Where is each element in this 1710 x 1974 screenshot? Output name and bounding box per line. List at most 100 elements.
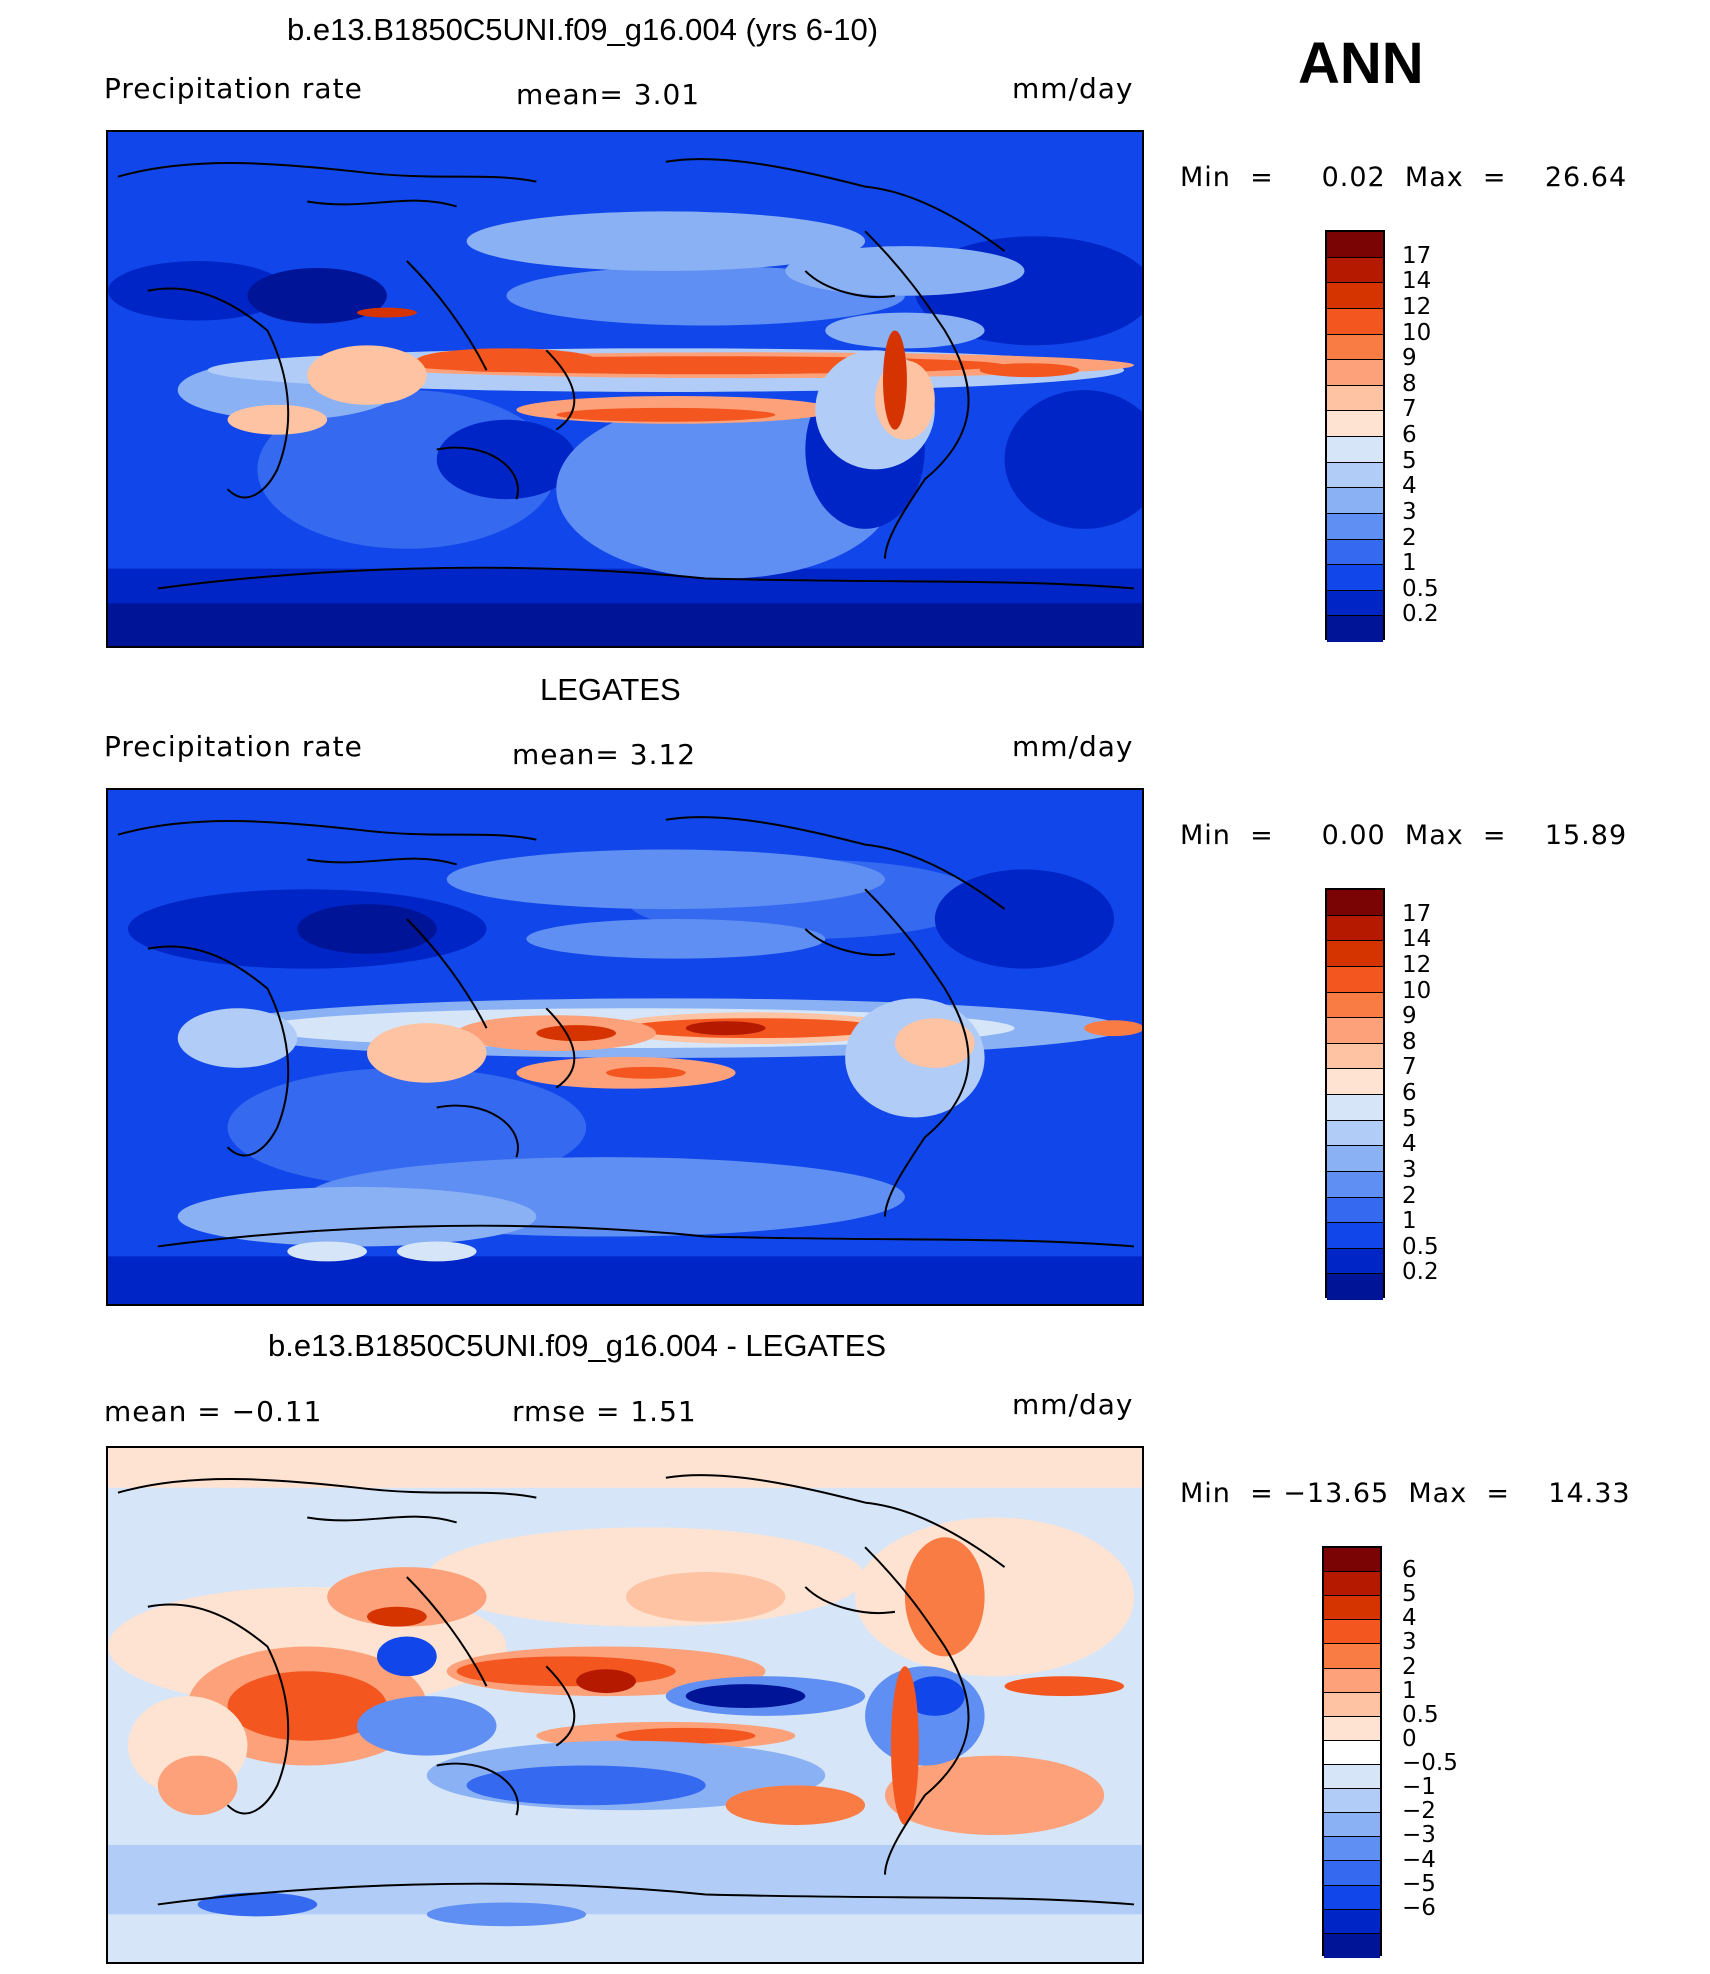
panel-2-variable: Precipitation rate bbox=[104, 730, 363, 763]
model-precip-field bbox=[108, 132, 1142, 646]
colorbar-tick-label: 10 bbox=[1402, 319, 1432, 346]
colorbar-tick-label: 2 bbox=[1402, 1653, 1417, 1680]
colorbar-swatch bbox=[1327, 308, 1383, 335]
panel-2-minmax: Min = 0.00 Max = 15.89 bbox=[1180, 820, 1628, 851]
colorbar-tick-label: 6 bbox=[1402, 1557, 1417, 1584]
colorbar-swatch bbox=[1324, 1692, 1380, 1717]
season-label: ANN bbox=[1298, 31, 1424, 96]
colorbar-tick-label: 0.5 bbox=[1402, 1701, 1439, 1728]
panel-2-map bbox=[106, 788, 1144, 1306]
colorbar-tick-label: 2 bbox=[1402, 524, 1417, 551]
colorbar-swatch bbox=[1324, 1789, 1380, 1814]
colorbar-tick-label: 5 bbox=[1402, 447, 1417, 474]
panel-2-mean: mean= 3.12 bbox=[512, 738, 697, 771]
panel-3-rmse: rmse = 1.51 bbox=[512, 1395, 697, 1428]
panel-1-map bbox=[106, 130, 1144, 648]
colorbar-swatch bbox=[1327, 890, 1383, 916]
colorbar-swatch bbox=[1327, 992, 1383, 1019]
colorbar-swatch bbox=[1327, 462, 1383, 489]
colorbar-tick-label: 1 bbox=[1402, 1677, 1417, 1704]
colorbar-tick-label: 17 bbox=[1402, 900, 1432, 927]
colorbar-tick-label: 6 bbox=[1402, 422, 1417, 448]
colorbar-swatch bbox=[1327, 565, 1383, 591]
panel-2-units: mm/day bbox=[1012, 730, 1134, 763]
colorbar-tick-label: −6 bbox=[1402, 1894, 1436, 1921]
colorbar-tick-label: 0 bbox=[1402, 1725, 1417, 1752]
colorbar-swatch bbox=[1324, 1572, 1380, 1597]
panel-1-title: b.e13.B1850C5UNI.f09_g16.004 (yrs 6-10) bbox=[287, 12, 879, 47]
panel-3-mean: mean = −0.11 bbox=[104, 1395, 323, 1428]
colorbar-swatch bbox=[1324, 1596, 1380, 1621]
colorbar-tick-label: 0.2 bbox=[1402, 1259, 1439, 1286]
colorbar-swatch bbox=[1324, 1813, 1380, 1838]
colorbar-tick-label: 4 bbox=[1402, 1605, 1417, 1632]
colorbar-tick-label: 0.2 bbox=[1402, 601, 1439, 628]
colorbar-tick-label: 3 bbox=[1402, 1629, 1417, 1656]
colorbar-swatch bbox=[1327, 1043, 1383, 1070]
colorbar-tick-label: −2 bbox=[1402, 1798, 1436, 1825]
colorbar-swatch bbox=[1327, 513, 1383, 540]
colorbar-tick-label: 9 bbox=[1402, 1003, 1417, 1030]
colorbar-tick-label: 3 bbox=[1402, 1156, 1417, 1183]
colorbar-tick-label: 10 bbox=[1402, 977, 1432, 1004]
panel-3-minmax: Min = −13.65 Max = 14.33 bbox=[1180, 1478, 1631, 1509]
colorbar-tick-label: −3 bbox=[1402, 1822, 1436, 1849]
colorbar-swatch bbox=[1324, 1909, 1380, 1934]
colorbar-swatch bbox=[1324, 1837, 1380, 1862]
colorbar-swatch bbox=[1327, 1069, 1383, 1095]
colorbar-tick-label: 0.5 bbox=[1402, 1233, 1439, 1260]
panel-3-map bbox=[106, 1446, 1144, 1964]
colorbar-tick-label: 2 bbox=[1402, 1182, 1417, 1209]
colorbar-swatch bbox=[1327, 966, 1383, 993]
obs-precip-field bbox=[108, 790, 1142, 1304]
colorbar-tick-label: 6 bbox=[1402, 1080, 1417, 1106]
colorbar-tick-label: 4 bbox=[1402, 1131, 1417, 1158]
difference-field bbox=[108, 1448, 1142, 1962]
colorbar-swatch bbox=[1327, 915, 1383, 942]
colorbar-swatch bbox=[1327, 1223, 1383, 1249]
colorbar-tick-label: −0.5 bbox=[1402, 1750, 1458, 1777]
colorbar-tick-label: 5 bbox=[1402, 1105, 1417, 1132]
colorbar-tick-label: 12 bbox=[1402, 293, 1432, 320]
colorbar-swatch bbox=[1324, 1668, 1380, 1693]
colorbar-tick-label: −1 bbox=[1402, 1774, 1436, 1801]
colorbar-tick-label: −4 bbox=[1402, 1846, 1436, 1873]
colorbar-swatch bbox=[1327, 437, 1383, 463]
colorbar-tick-label: 9 bbox=[1402, 345, 1417, 372]
colorbar-swatch bbox=[1324, 1716, 1380, 1741]
colorbar-tick-label: 8 bbox=[1402, 1028, 1417, 1055]
panel-3-colorbar bbox=[1322, 1546, 1382, 1958]
colorbar-swatch bbox=[1327, 411, 1383, 437]
colorbar-tick-label: 14 bbox=[1402, 926, 1432, 953]
colorbar-tick-label: 17 bbox=[1402, 242, 1432, 269]
colorbar-swatch bbox=[1327, 1018, 1383, 1044]
colorbar-tick-label: 12 bbox=[1402, 951, 1432, 978]
colorbar-swatch bbox=[1324, 1644, 1380, 1669]
colorbar-swatch bbox=[1327, 1120, 1383, 1147]
colorbar-tick-label: 8 bbox=[1402, 370, 1417, 397]
colorbar-swatch bbox=[1327, 283, 1383, 309]
colorbar-swatch bbox=[1327, 616, 1383, 642]
colorbar-tick-label: 1 bbox=[1402, 550, 1417, 577]
panel-1-colorbar bbox=[1325, 230, 1385, 642]
colorbar-tick-label: 14 bbox=[1402, 268, 1432, 295]
colorbar-swatch bbox=[1324, 1933, 1380, 1958]
panel-3-units: mm/day bbox=[1012, 1388, 1134, 1421]
colorbar-swatch bbox=[1324, 1740, 1380, 1765]
colorbar-tick-label: −5 bbox=[1402, 1870, 1436, 1897]
colorbar-swatch bbox=[1327, 590, 1383, 617]
colorbar-swatch bbox=[1324, 1548, 1380, 1573]
colorbar-swatch bbox=[1327, 941, 1383, 967]
colorbar-swatch bbox=[1327, 539, 1383, 566]
colorbar-tick-label: 5 bbox=[1402, 1581, 1417, 1608]
colorbar-swatch bbox=[1327, 334, 1383, 361]
panel-1-minmax: Min = 0.02 Max = 26.64 bbox=[1180, 162, 1628, 193]
panel-2-title: LEGATES bbox=[540, 672, 681, 707]
colorbar-swatch bbox=[1327, 257, 1383, 284]
colorbar-swatch bbox=[1324, 1764, 1380, 1790]
colorbar-swatch bbox=[1324, 1620, 1380, 1645]
panel-1-mean: mean= 3.01 bbox=[516, 78, 701, 111]
colorbar-swatch bbox=[1327, 1146, 1383, 1172]
colorbar-swatch bbox=[1327, 1248, 1383, 1275]
panel-2-colorbar bbox=[1325, 888, 1385, 1300]
